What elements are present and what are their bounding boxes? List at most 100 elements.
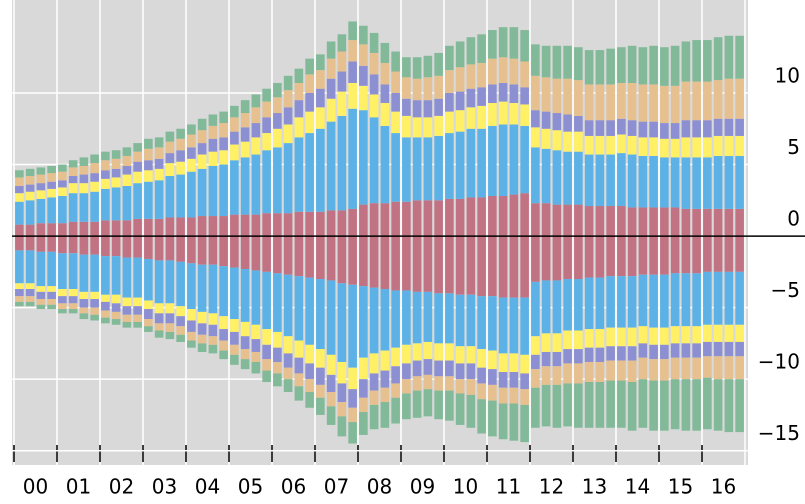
bar-segment (251, 94, 261, 108)
bar-segment (692, 357, 701, 380)
bar-segment (230, 160, 239, 215)
bar-segment (36, 286, 46, 292)
bar-segment (359, 379, 368, 398)
bar-segment (552, 236, 562, 281)
bar-segment (724, 135, 734, 156)
bar-segment (219, 340, 228, 351)
bar-segment (509, 194, 519, 237)
bar-segment (391, 366, 400, 384)
bar-segment (230, 117, 239, 132)
bar-segment (36, 299, 46, 305)
bar-segment (36, 251, 46, 287)
bar-segment (638, 137, 648, 156)
bar-segment (380, 125, 390, 204)
bar-segment (584, 206, 594, 237)
bar-segment (703, 81, 712, 121)
bar-segment (47, 173, 56, 182)
bar-segment (230, 131, 239, 145)
bar-segment (15, 289, 24, 297)
bar-segment (541, 203, 551, 237)
bar-segment (15, 296, 24, 302)
bar-segment (584, 84, 594, 121)
bar-segment (649, 121, 658, 138)
bar-segment (251, 236, 261, 271)
bar-segment (477, 236, 486, 297)
bar-segment (509, 84, 519, 104)
bar-segment (305, 93, 314, 112)
bar-segment (574, 330, 583, 350)
bar-segment (735, 118, 744, 136)
bar-segment (584, 120, 594, 136)
bar-segment (660, 344, 669, 360)
bar-segment (187, 134, 196, 148)
bar-segment (649, 236, 658, 275)
bar-segment (412, 57, 422, 79)
bar-segment (627, 276, 637, 328)
bar-segment (574, 349, 583, 364)
bar-segment (15, 193, 24, 202)
bar-segment (58, 164, 67, 172)
bar-segment (488, 350, 497, 370)
bar-segment (584, 236, 594, 278)
bar-segment (520, 389, 529, 405)
bar-segment (176, 217, 185, 237)
bar-segment (79, 291, 89, 300)
bar-segment (251, 324, 261, 340)
bar-segment (133, 314, 142, 322)
bar-segment (509, 353, 519, 372)
bar-segment (283, 236, 293, 275)
bar-segment (326, 41, 336, 59)
bar-segment (391, 347, 400, 367)
bar-segment (154, 236, 164, 261)
bar-segment (670, 138, 680, 158)
bar-segment (305, 58, 314, 75)
bar-segment (638, 207, 648, 237)
bar-segment (681, 120, 691, 138)
bar-segment (58, 289, 67, 297)
bar-segment (165, 141, 175, 154)
bar-segment (574, 236, 583, 279)
bar-segment (423, 55, 433, 78)
bar-segment (606, 154, 615, 207)
bar-segment (326, 406, 336, 425)
bar-segment (735, 379, 744, 433)
bar-segment (219, 137, 228, 151)
bar-segment (627, 327, 637, 347)
bar-segment (541, 45, 551, 78)
bar-segment (154, 313, 164, 324)
bar-segment (520, 373, 529, 390)
bar-segment (563, 279, 572, 331)
bar-segment (165, 153, 175, 164)
bar-segment (391, 201, 400, 237)
bar-segment (541, 111, 551, 129)
bar-segment (724, 236, 734, 272)
bar-segment (144, 326, 153, 332)
bar-segment (498, 82, 508, 102)
bar-segment (498, 372, 508, 388)
bar-segment (627, 45, 637, 83)
bar-segment (509, 297, 519, 354)
bar-segment (434, 52, 443, 76)
bar-segment (273, 128, 282, 148)
bar-segment (165, 236, 175, 261)
bar-segment (90, 254, 99, 292)
bar-segment (520, 61, 529, 88)
bar-segment (240, 113, 250, 128)
bar-segment (262, 133, 271, 151)
bar-segment (617, 346, 626, 361)
bar-segment (713, 356, 723, 380)
bar-segment (47, 286, 56, 292)
bar-segment (58, 253, 67, 290)
bar-segment (197, 311, 207, 324)
bar-segment (79, 174, 89, 184)
bar-segment (15, 283, 24, 290)
bar-segment (187, 309, 196, 321)
bar-segment (316, 70, 325, 89)
bar-segment (230, 331, 239, 345)
bar-segment (111, 177, 121, 188)
bar-segment (359, 44, 368, 66)
bar-segment (488, 400, 497, 437)
bar-segment (348, 407, 357, 423)
bar-segment (47, 197, 56, 224)
bar-segment (283, 90, 293, 108)
